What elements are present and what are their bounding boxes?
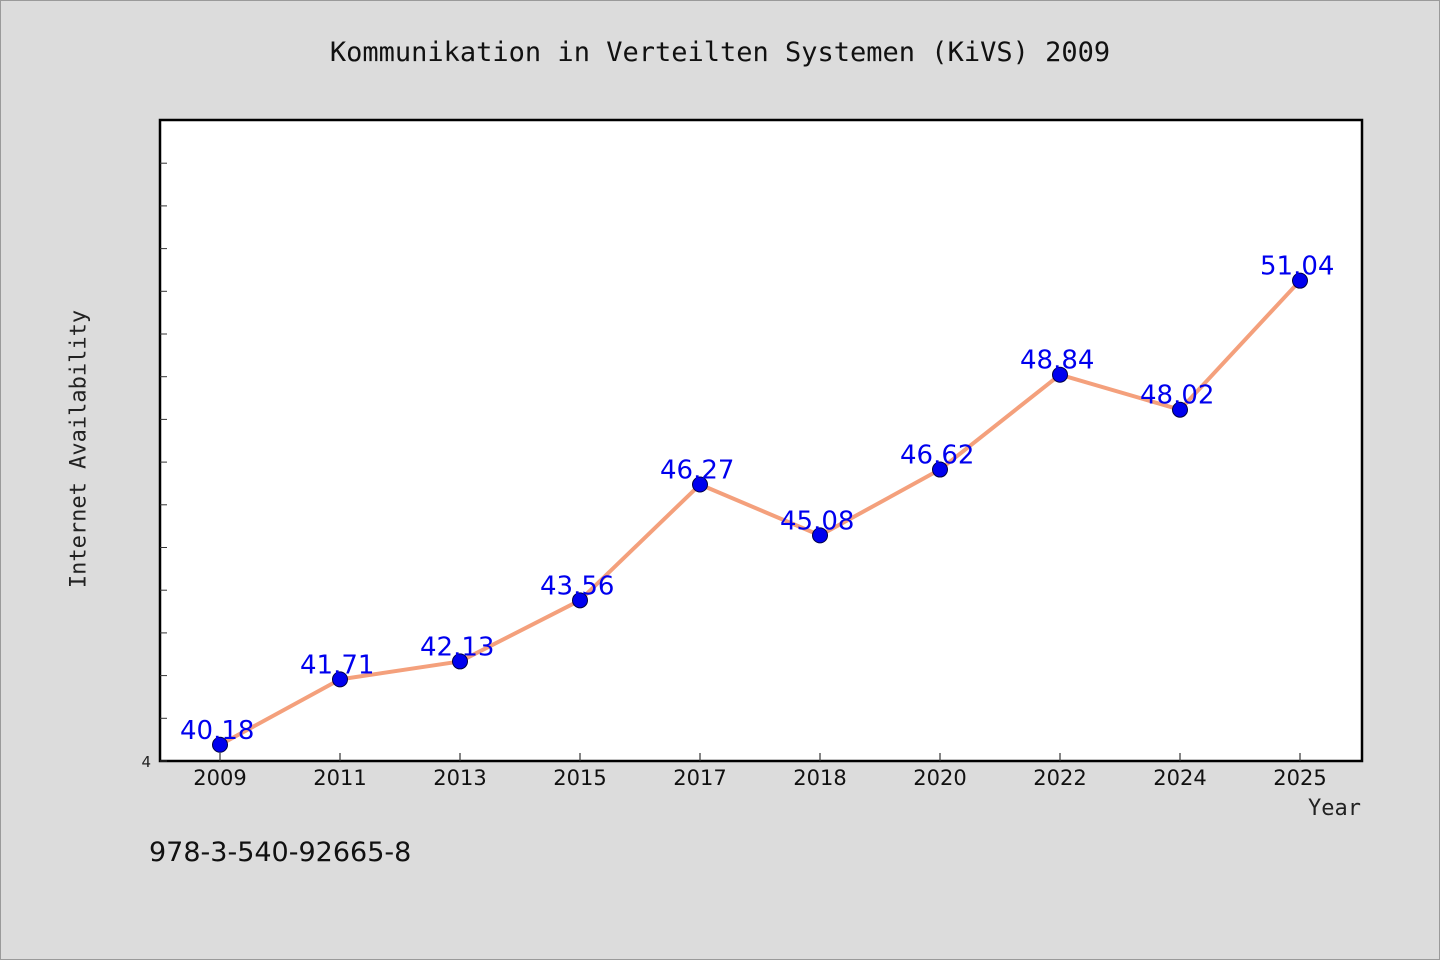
data-point <box>572 592 588 609</box>
data-label: 42.13 <box>420 632 494 662</box>
data-label: 46.27 <box>660 456 734 486</box>
data-label: 48.02 <box>1140 381 1214 411</box>
data-label: 40.18 <box>180 716 254 746</box>
isbn-note: 978-3-540-92665-8 <box>149 837 412 868</box>
x-tick-label: 2011 <box>313 766 366 790</box>
x-tick-label: 2015 <box>553 766 606 790</box>
y-tick-label: 4 <box>141 753 151 771</box>
x-tick-label: 2025 <box>1273 766 1326 790</box>
data-label: 41.71 <box>300 650 374 680</box>
x-tick-label: 2009 <box>193 766 246 790</box>
data-point <box>332 671 348 688</box>
x-tick-label: 2018 <box>793 766 846 790</box>
data-point <box>692 476 708 493</box>
x-tick-label: 2020 <box>913 766 966 790</box>
data-point <box>452 653 468 670</box>
x-tick-label: 2017 <box>673 766 726 790</box>
x-axis-label: Year <box>1308 796 1361 821</box>
data-point <box>1052 366 1068 383</box>
data-point <box>212 736 228 753</box>
x-tick-label: 2022 <box>1033 766 1086 790</box>
data-label: 51.04 <box>1260 252 1334 282</box>
x-tick-label: 2024 <box>1153 766 1206 790</box>
data-label: 43.56 <box>540 571 614 601</box>
data-point <box>932 461 948 478</box>
data-label: 45.08 <box>780 506 854 536</box>
data-point <box>812 527 828 544</box>
data-label: 46.62 <box>900 441 974 471</box>
x-tick-label: 2013 <box>433 766 486 790</box>
data-point <box>1292 272 1308 289</box>
data-label: 48.84 <box>1020 346 1094 376</box>
series-line <box>219 279 1302 747</box>
plot-area <box>158 118 1364 763</box>
chart-title: Kommunikation in Verteilten Systemen (Ki… <box>329 37 1111 68</box>
data-point <box>1172 401 1188 418</box>
